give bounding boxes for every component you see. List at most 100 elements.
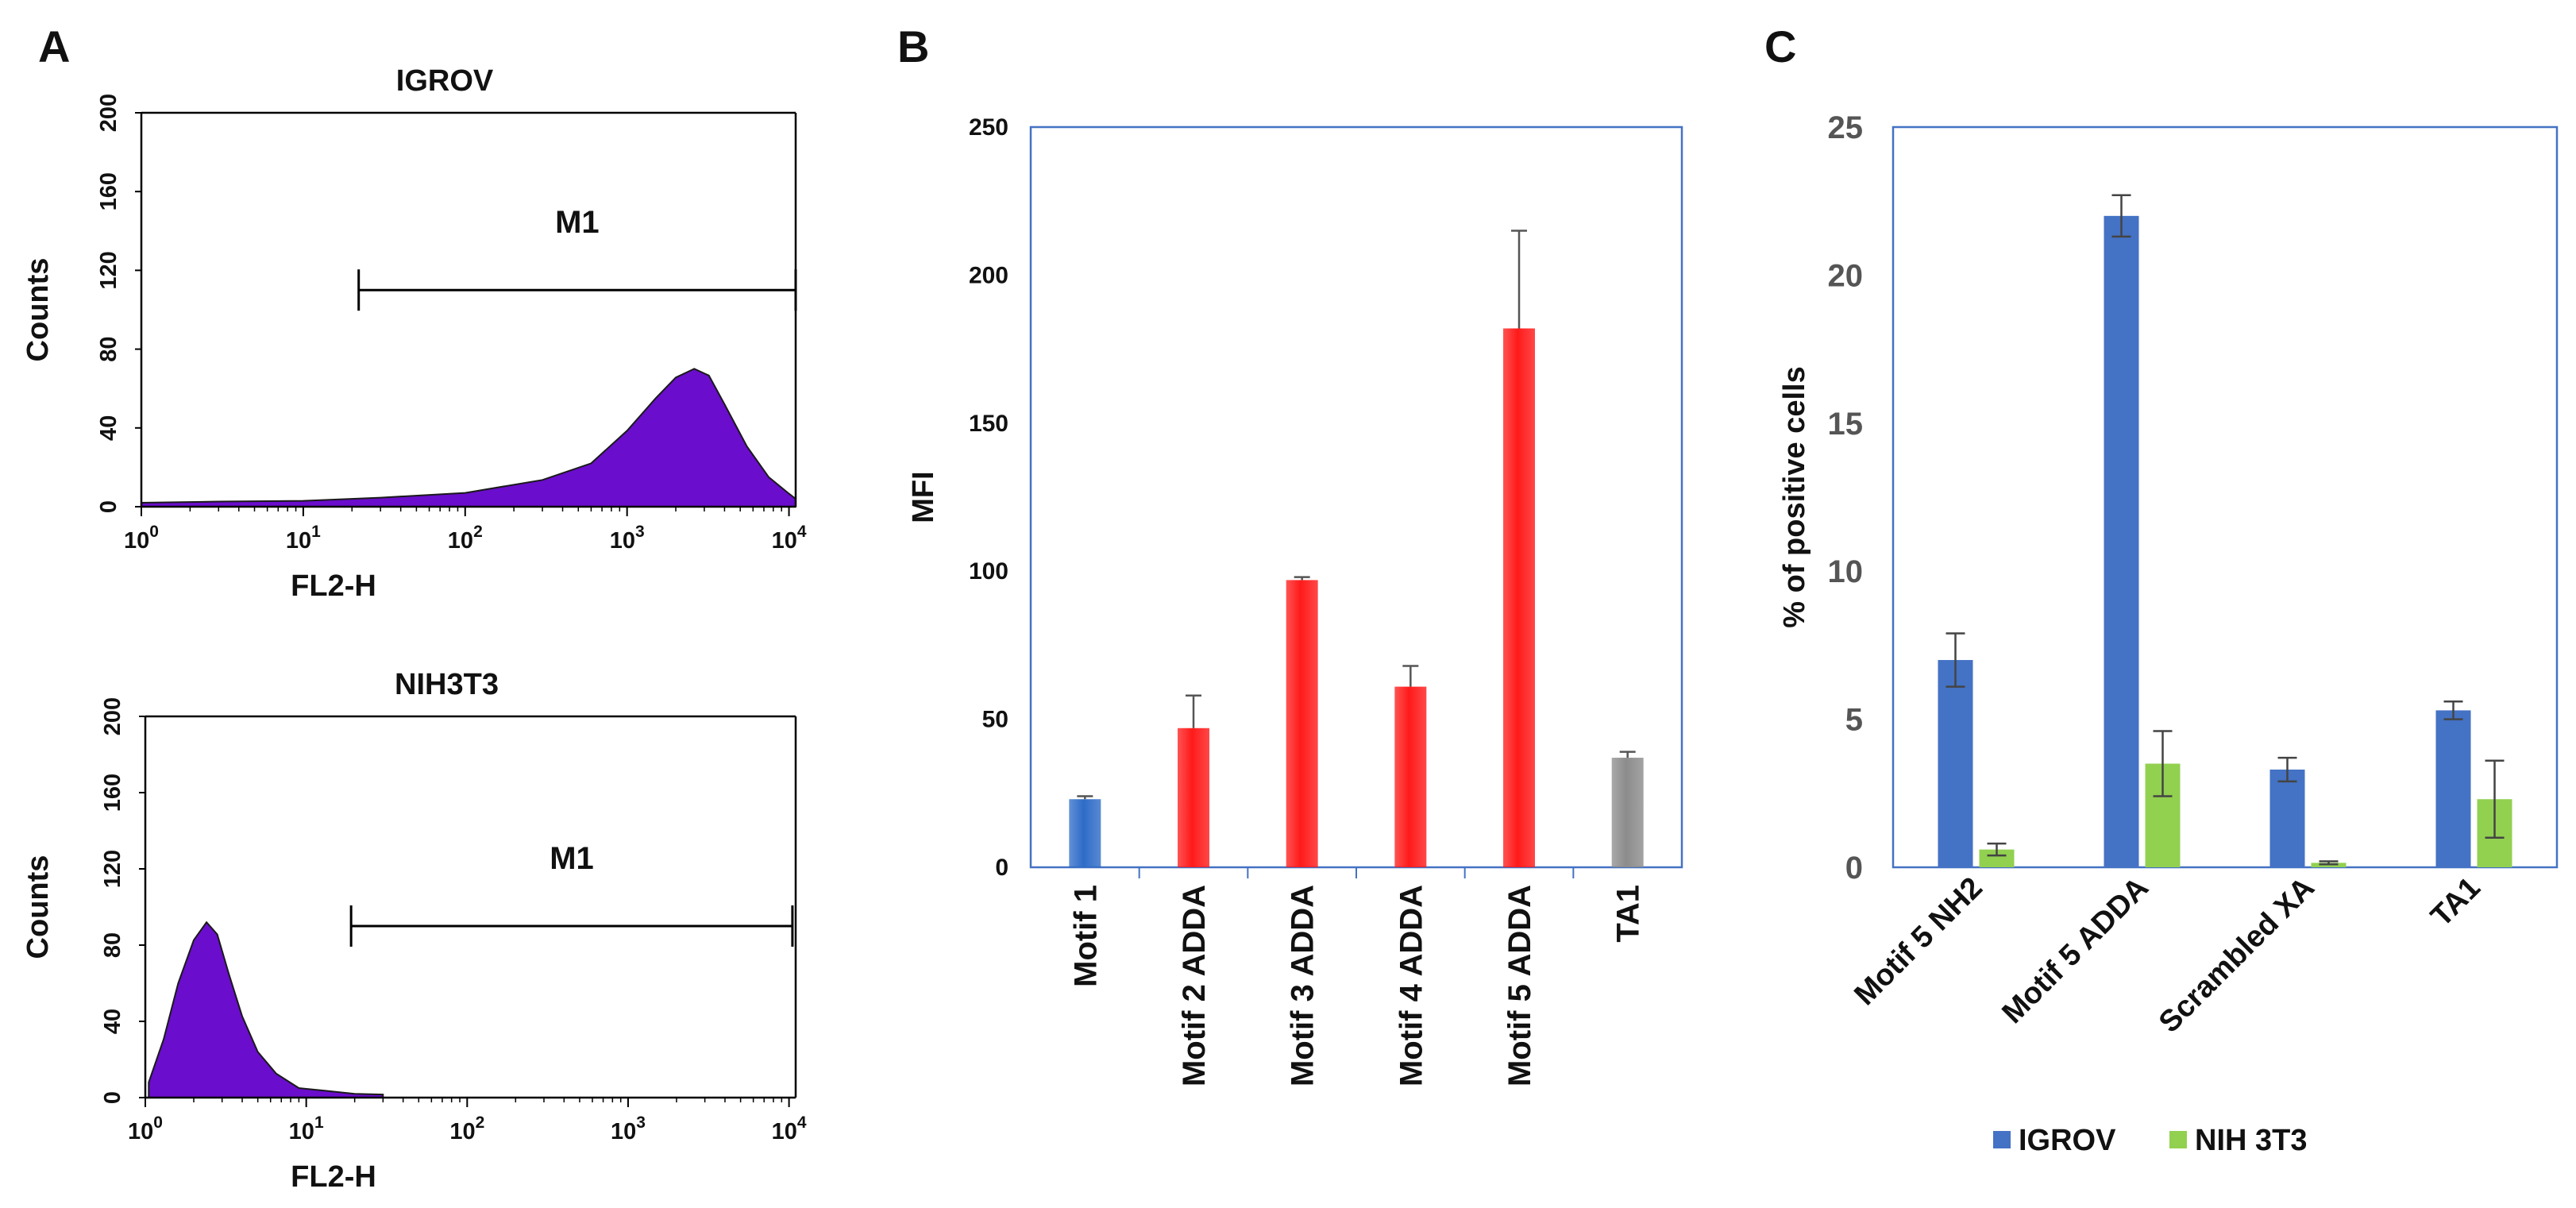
legend: IGROV NIH 3T3 bbox=[1993, 1124, 2307, 1157]
x-tick-label: 101 bbox=[286, 523, 321, 554]
marker-label: M1 bbox=[555, 205, 600, 240]
category-label: Motif 5 NH2 bbox=[1848, 871, 1988, 1012]
category-label: Motif 2 ADDA bbox=[1177, 885, 1212, 1086]
y-axis-title: Counts bbox=[21, 258, 55, 362]
x-tick-base: 10 bbox=[128, 1119, 153, 1144]
x-tick-exponent: 1 bbox=[311, 523, 321, 541]
y-tick-label: 80 bbox=[96, 336, 121, 361]
x-tick-base: 10 bbox=[449, 1119, 475, 1144]
x-tick-label: 100 bbox=[128, 1113, 163, 1144]
plot-area-border bbox=[1029, 125, 1683, 869]
histogram-title: IGROV bbox=[396, 64, 494, 98]
bar-igrov bbox=[1938, 660, 1973, 867]
panel-letter-a: A bbox=[38, 21, 70, 71]
x-tick-label: 100 bbox=[124, 523, 159, 554]
x-tick-exponent: 0 bbox=[153, 1113, 163, 1132]
y-tick-label: 80 bbox=[100, 932, 125, 958]
x-axis-title: FL2-H bbox=[291, 569, 376, 603]
bar-motif-3-adda bbox=[1286, 580, 1318, 867]
category-label: TA1 bbox=[2424, 871, 2486, 933]
histogram-area bbox=[148, 920, 384, 1098]
x-tick-exponent: 2 bbox=[476, 1113, 485, 1132]
x-tick-label: 103 bbox=[611, 1113, 646, 1144]
y-tick-label: 5 bbox=[1845, 703, 1863, 738]
y-tick-label: 50 bbox=[982, 707, 1008, 733]
x-tick-label: 101 bbox=[289, 1113, 324, 1144]
y-tick-label: 120 bbox=[100, 850, 125, 888]
x-tick-exponent: 4 bbox=[797, 523, 807, 541]
x-axis-title: FL2-H bbox=[291, 1160, 376, 1194]
y-tick-label: 150 bbox=[969, 411, 1008, 437]
bar-ta1 bbox=[1611, 758, 1644, 867]
y-tick-label: 200 bbox=[96, 94, 121, 132]
histogram-title: NIH3T3 bbox=[395, 668, 499, 701]
y-tick-label: 0 bbox=[1845, 851, 1863, 886]
x-tick-base: 10 bbox=[448, 528, 473, 554]
y-tick-label: 0 bbox=[96, 500, 121, 513]
y-tick-label: 250 bbox=[969, 114, 1008, 141]
legend-swatch bbox=[2169, 1131, 2187, 1148]
x-tick-base: 10 bbox=[289, 1119, 314, 1144]
legend-label: IGROV bbox=[2019, 1124, 2116, 1157]
bar-motif-1 bbox=[1069, 799, 1101, 867]
bar-chart-positive-cells: 0 5 10 15 20 25 Motif 5 NH2 Motif 5 ADDAScrambl… bbox=[1778, 110, 2559, 1157]
histogram-area bbox=[141, 368, 796, 508]
y-tick-label: 15 bbox=[1828, 407, 1864, 442]
x-tick-exponent: 3 bbox=[635, 523, 645, 541]
y-tick-label: 25 bbox=[1828, 110, 1864, 145]
y-tick-label: 160 bbox=[100, 774, 125, 812]
plot-area-border bbox=[1892, 125, 2559, 869]
category-label: Motif 4 ADDA bbox=[1394, 885, 1429, 1086]
category-label: Scrambled XA bbox=[2153, 871, 2321, 1040]
category-label: TA1 bbox=[1611, 885, 1646, 943]
bar-igrov bbox=[2269, 769, 2305, 867]
y-tick-label: 200 bbox=[969, 262, 1008, 288]
bar-igrov bbox=[2435, 710, 2471, 867]
panel-letter-b: B bbox=[897, 21, 929, 71]
bar-motif-2-adda bbox=[1178, 728, 1209, 867]
y-tick-label: 40 bbox=[100, 1009, 125, 1034]
x-tick-label: 102 bbox=[449, 1113, 484, 1144]
y-tick-label: 200 bbox=[100, 697, 125, 735]
y-tick-label: 40 bbox=[96, 415, 121, 441]
legend-swatch bbox=[1993, 1131, 2011, 1148]
x-tick-exponent: 1 bbox=[314, 1113, 324, 1132]
y-tick-label: 20 bbox=[1828, 258, 1864, 293]
category-label: Motif 5 ADDA bbox=[1502, 885, 1537, 1086]
marker-label: M1 bbox=[550, 841, 594, 876]
category-label: Motif 3 ADDA bbox=[1286, 885, 1321, 1086]
x-tick-label: 103 bbox=[610, 523, 645, 554]
x-tick-label: 104 bbox=[772, 1113, 807, 1144]
x-tick-base: 10 bbox=[772, 1119, 797, 1144]
y-tick-label: 100 bbox=[969, 558, 1008, 585]
x-tick-exponent: 0 bbox=[149, 523, 159, 541]
x-tick-exponent: 2 bbox=[473, 523, 483, 541]
bar-nih-3t3 bbox=[1979, 849, 2015, 867]
x-tick-label: 104 bbox=[772, 523, 807, 554]
y-tick-label: 120 bbox=[96, 251, 121, 289]
y-axis-title: MFI bbox=[907, 471, 940, 523]
x-tick-exponent: 4 bbox=[797, 1113, 807, 1132]
y-axis-title: % of positive cells bbox=[1778, 366, 1811, 627]
x-tick-base: 10 bbox=[772, 528, 797, 554]
y-tick-label: 160 bbox=[96, 172, 121, 210]
x-tick-exponent: 3 bbox=[636, 1113, 646, 1132]
x-tick-base: 10 bbox=[124, 528, 149, 554]
category-label: Motif 1 bbox=[1068, 885, 1103, 987]
y-tick-label: 0 bbox=[995, 855, 1008, 881]
x-tick-label: 102 bbox=[448, 523, 483, 554]
legend-label: NIH 3T3 bbox=[2195, 1124, 2307, 1157]
panel-letter-c: C bbox=[1764, 21, 1796, 71]
bar-igrov bbox=[2104, 215, 2139, 868]
bar-motif-5-adda bbox=[1503, 328, 1535, 867]
bar-motif-4-adda bbox=[1394, 686, 1427, 867]
category-label: Motif 5 ADDA bbox=[1996, 871, 2155, 1030]
bar-chart-mfi: 0 50 100 150 200 250 Motif 1 Motif 2 ADDA Motif … bbox=[907, 114, 1683, 1086]
y-tick-label: 0 bbox=[100, 1091, 125, 1104]
y-axis-title: Counts bbox=[21, 855, 55, 959]
x-tick-base: 10 bbox=[611, 1119, 636, 1144]
x-tick-base: 10 bbox=[286, 528, 311, 554]
x-tick-base: 10 bbox=[610, 528, 635, 554]
